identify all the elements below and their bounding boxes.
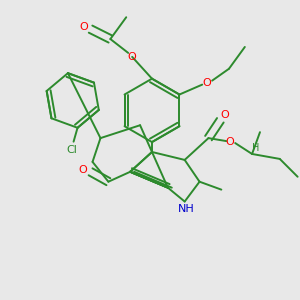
Text: O: O	[220, 110, 229, 120]
Text: NH: NH	[178, 204, 195, 214]
Text: O: O	[128, 52, 136, 62]
Text: O: O	[79, 22, 88, 32]
Text: O: O	[203, 78, 212, 88]
Text: O: O	[226, 137, 235, 147]
Text: Cl: Cl	[66, 145, 77, 154]
Text: H: H	[252, 143, 260, 153]
Text: O: O	[78, 165, 87, 175]
